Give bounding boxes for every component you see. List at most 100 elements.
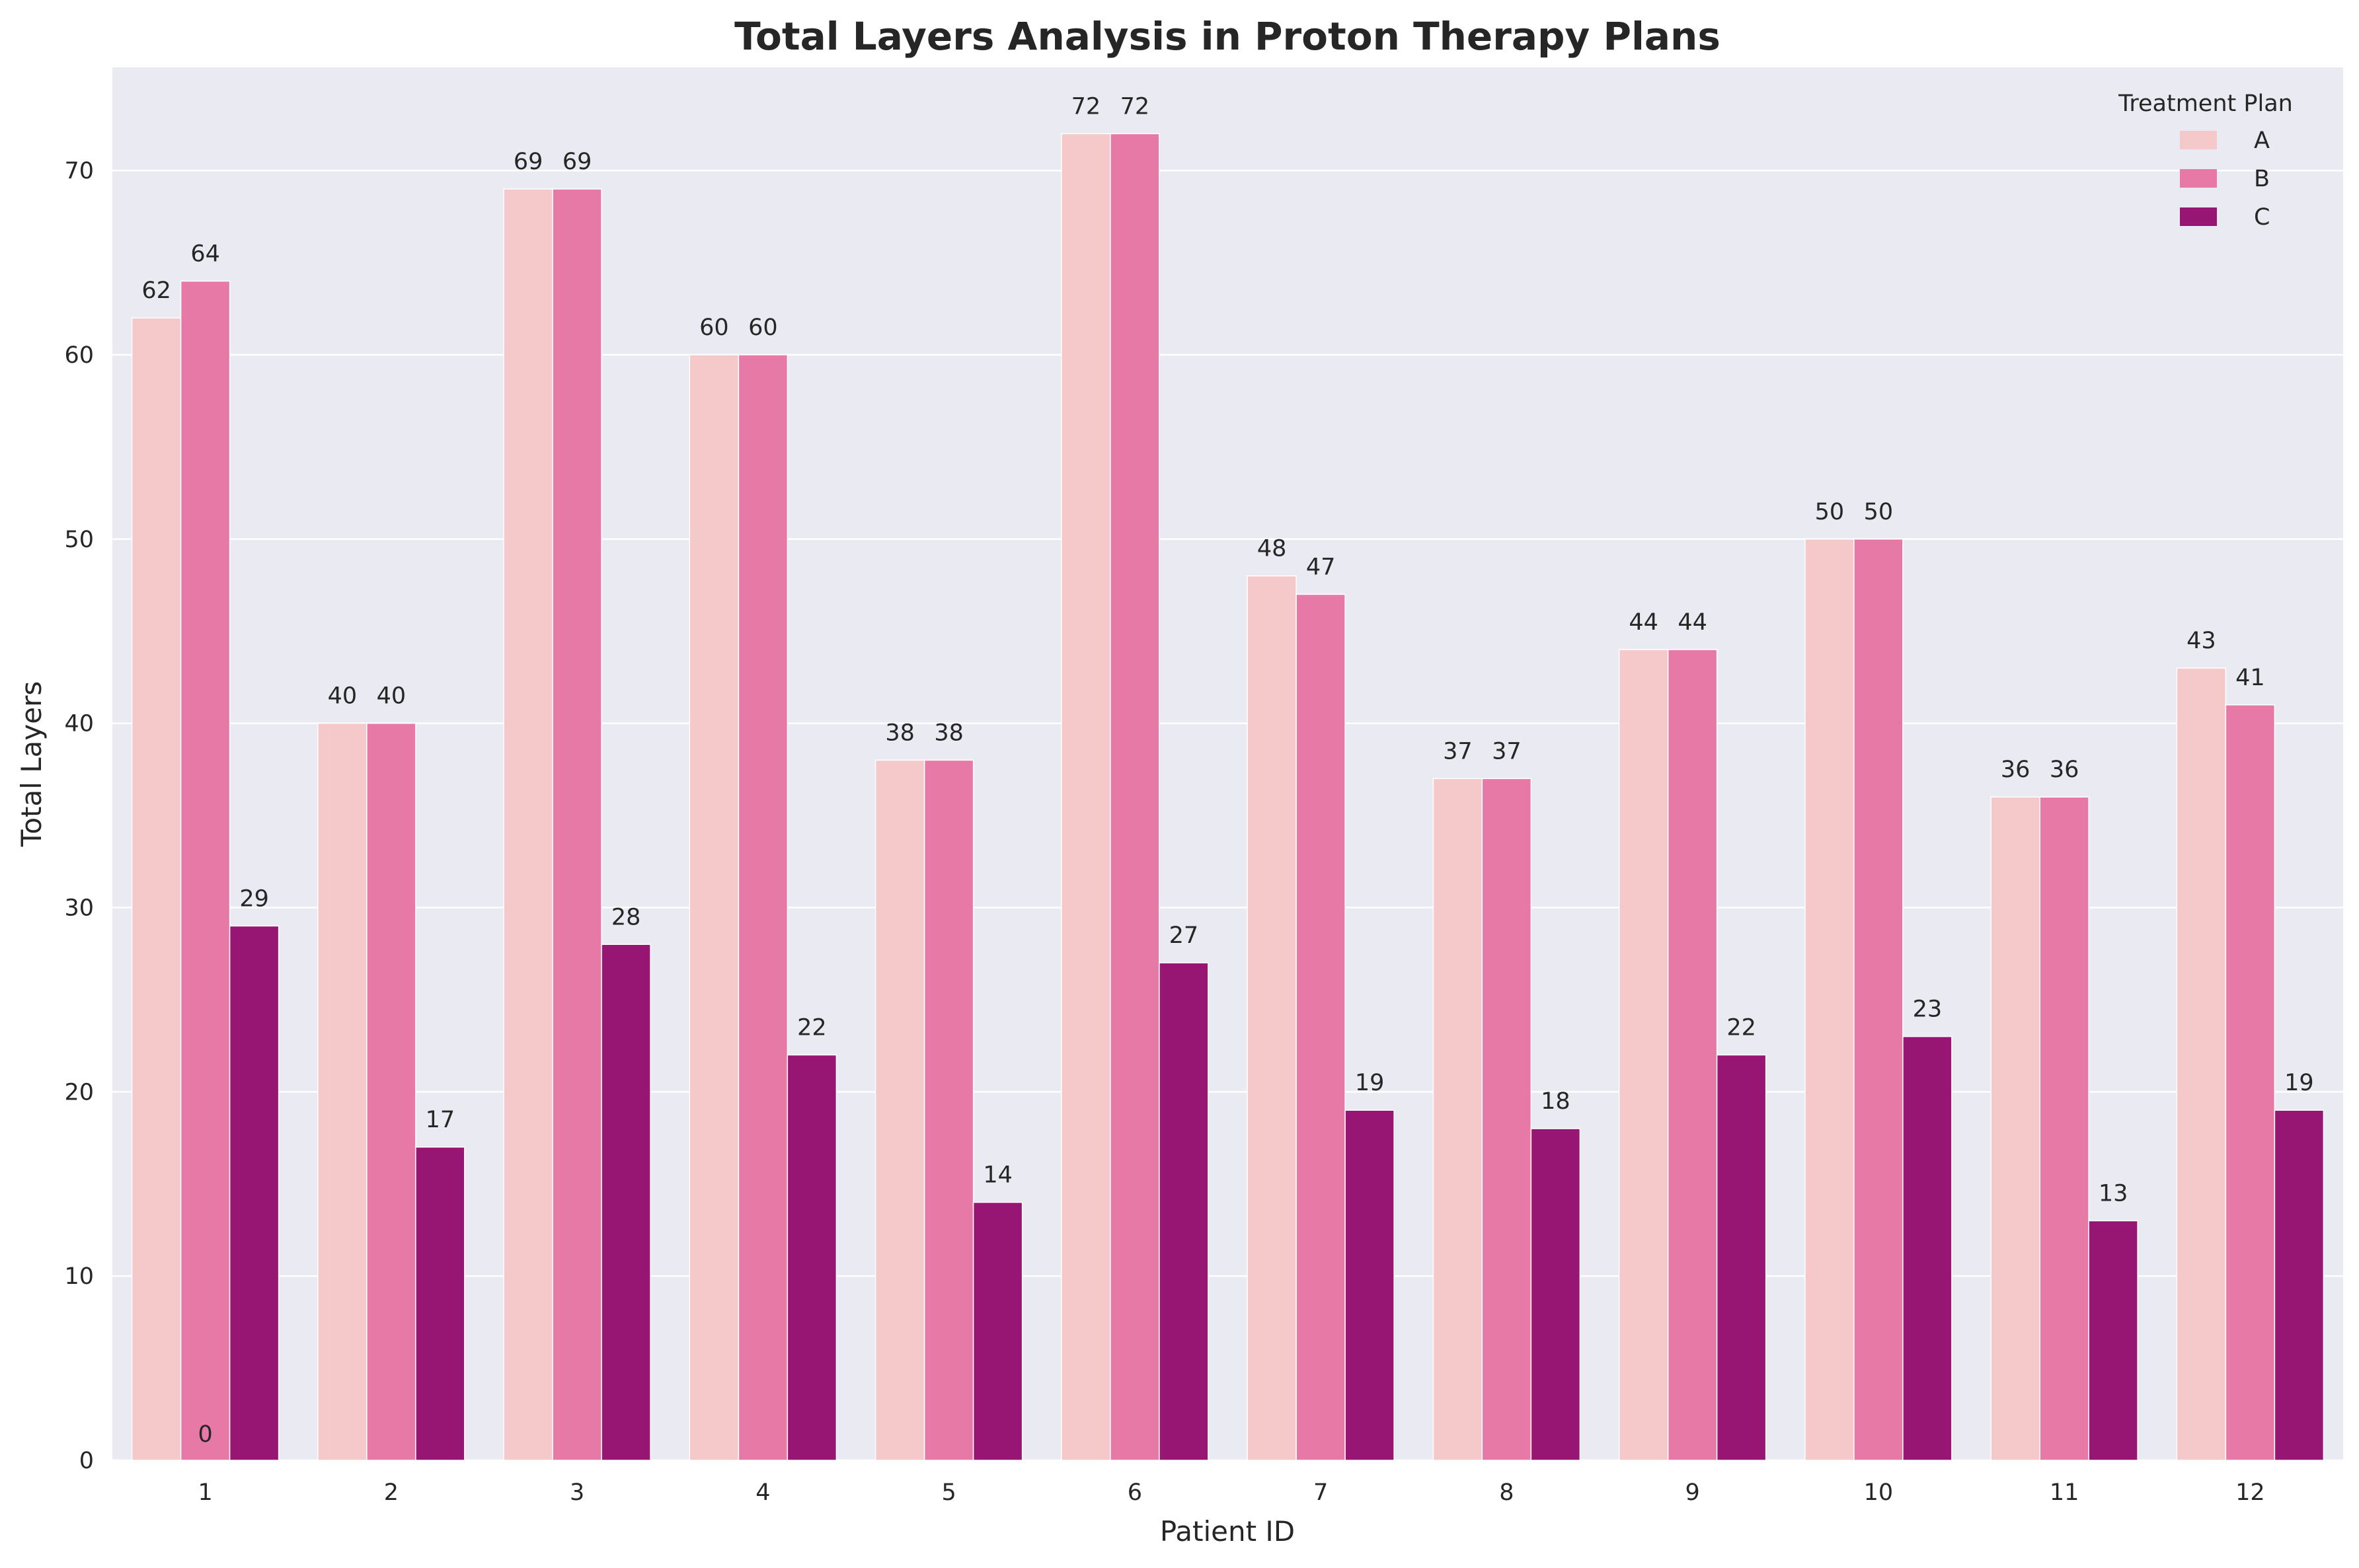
data-label: 44 [1629,609,1658,636]
data-label: 13 [2099,1181,2128,1207]
x-tick-label: 3 [570,1479,584,1506]
bar-b [1853,539,1904,1461]
y-tick-label: 0 [79,1448,94,1474]
bar-a [131,317,182,1461]
x-tick-label: 8 [1499,1479,1514,1506]
bar-c [1902,1035,1953,1461]
x-axis-label: Patient ID [1160,1515,1295,1548]
data-label: 19 [2284,1070,2314,1096]
bar-b [738,354,789,1461]
bar-a [317,722,367,1461]
data-label: 18 [1541,1088,1570,1115]
x-tick-label: 7 [1313,1479,1328,1506]
plot-area [112,67,2343,1460]
bar-c [1344,1109,1395,1461]
bar-a [1432,778,1483,1461]
bar-b [2039,796,2089,1461]
x-tick-label: 1 [198,1479,212,1506]
legend-swatch-a [2180,131,2217,149]
bar-a [1990,796,2040,1461]
data-label: 60 [699,315,729,341]
data-label: 22 [1726,1015,1756,1041]
bar-c [972,1201,1023,1461]
bar-c [415,1146,465,1461]
x-tick-label: 9 [1685,1479,1699,1506]
data-label: 19 [1355,1070,1385,1096]
bar-b [552,188,602,1461]
x-tick-label: 12 [2235,1479,2265,1506]
legend-label: C [2254,204,2270,231]
bar-a [1618,649,1669,1461]
data-label: 37 [1443,738,1473,765]
data-label: 69 [514,149,543,175]
data-label: 50 [1864,499,1894,525]
bar-c [1530,1128,1581,1461]
bar-c [787,1054,837,1461]
x-tick-label: 11 [2050,1479,2079,1506]
y-axis-ticks: 0 10 20 30 40 50 60 70 [64,158,94,1474]
data-label: 22 [797,1015,827,1041]
y-tick-label: 40 [64,711,94,737]
chart-title: Total Layers Analysis in Proton Therapy … [734,14,1721,59]
bar-b [2225,704,2276,1461]
data-label: 38 [934,720,964,746]
bar-a [1061,133,1111,1461]
data-label: 62 [141,278,171,304]
bar-a [874,759,925,1461]
bar-c [601,944,651,1461]
bar-b [1110,133,1160,1461]
x-axis-ticks: 1 2 3 4 5 6 7 8 9 10 11 12 [198,1479,2264,1506]
data-label: 40 [328,683,358,710]
data-label: 44 [1678,609,1707,636]
data-label: 60 [748,315,778,341]
x-tick-label: 10 [1864,1479,1894,1506]
bar-c [229,925,280,1461]
legend-swatch-b [2180,169,2217,188]
data-label: 47 [1306,554,1336,580]
bar-a [1804,539,1855,1461]
data-label: 29 [239,885,269,912]
data-label: 27 [1169,922,1199,949]
data-label: 17 [426,1107,455,1133]
bar-c [1159,962,1209,1461]
bars [131,133,2325,1461]
bar-a [1247,575,1297,1461]
data-label: 69 [562,149,592,175]
data-label: 72 [1120,93,1150,120]
legend-title: Treatment Plan [2118,91,2293,117]
bar-b [1481,778,1532,1461]
bar-a [503,188,553,1461]
bar-b [923,759,974,1461]
bar-b [366,722,416,1461]
legend-label: B [2254,166,2270,192]
data-label: 64 [190,241,220,267]
x-tick-label: 4 [755,1479,770,1506]
y-tick-label: 20 [64,1079,94,1105]
data-label: 14 [983,1162,1013,1189]
bar-a [2176,667,2227,1461]
x-tick-label: 2 [384,1479,399,1506]
data-label: 72 [1071,93,1101,120]
y-tick-label: 30 [64,895,94,921]
bar-c [2274,1109,2325,1461]
data-label: 48 [1257,536,1287,562]
y-axis-label: Total Layers [15,681,48,847]
y-tick-label: 50 [64,527,94,553]
y-tick-label: 60 [64,342,94,369]
y-tick-label: 10 [64,1263,94,1290]
bar-c [1716,1054,1767,1461]
x-tick-label: 6 [1128,1479,1142,1506]
data-label: 50 [1815,499,1845,525]
x-tick-label: 5 [941,1479,956,1506]
data-label: 36 [2001,757,2030,783]
data-label: 38 [885,720,915,746]
data-label: 36 [2050,757,2079,783]
annotation-label: 0 [198,1421,212,1448]
y-tick-label: 70 [64,158,94,184]
bar-c [2088,1220,2138,1461]
legend: Treatment Plan ABC [2118,91,2293,231]
data-label: 41 [2235,665,2265,691]
data-label: 23 [1913,996,1943,1023]
